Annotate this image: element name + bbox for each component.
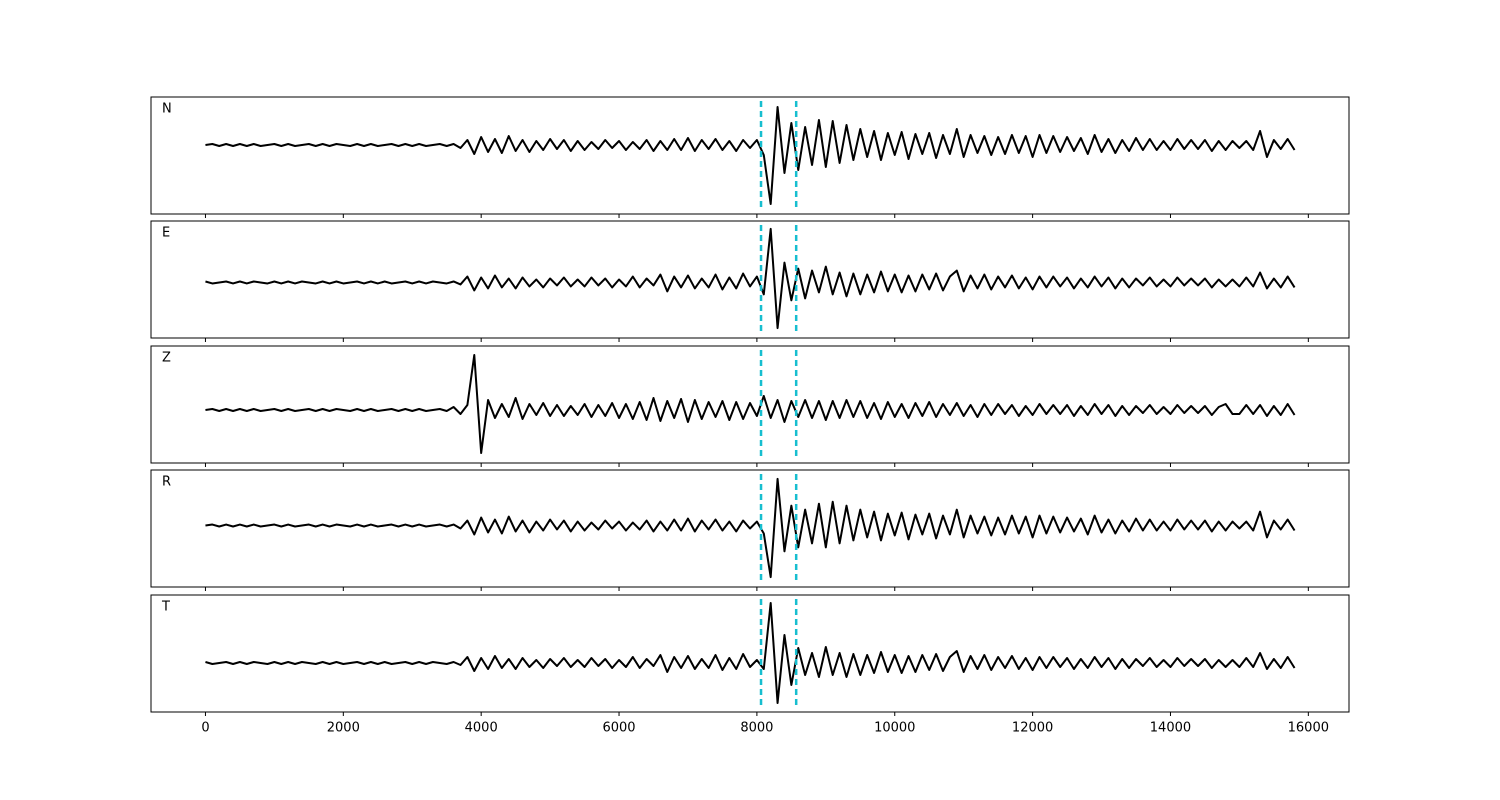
- x-tick-label: 0: [201, 721, 209, 736]
- panel-label: T: [161, 600, 170, 615]
- x-tick-label: 14000: [1150, 721, 1191, 736]
- x-tick-label: 8000: [740, 721, 773, 736]
- x-tick-label: 10000: [874, 721, 915, 736]
- panel-label: N: [162, 102, 172, 117]
- trace: [205, 477, 1296, 579]
- panel-frame: [150, 220, 1350, 339]
- x-tick-label: 6000: [602, 721, 635, 736]
- trace: [205, 106, 1296, 205]
- trace: [205, 354, 1296, 454]
- x-tick-label: 12000: [1012, 721, 1053, 736]
- panel-label: R: [162, 475, 171, 490]
- panel-frame: [150, 96, 1350, 215]
- trace: [205, 227, 1296, 330]
- panel-label: E: [162, 226, 170, 241]
- panel-frame: [150, 469, 1350, 588]
- panel-frame: [150, 594, 1350, 713]
- trace: [205, 602, 1296, 704]
- x-tick-label: 4000: [465, 721, 498, 736]
- panel-label: Z: [162, 351, 171, 366]
- x-tick-label: 2000: [327, 721, 360, 736]
- panel-frame: [150, 345, 1350, 464]
- x-tick-label: 16000: [1288, 721, 1329, 736]
